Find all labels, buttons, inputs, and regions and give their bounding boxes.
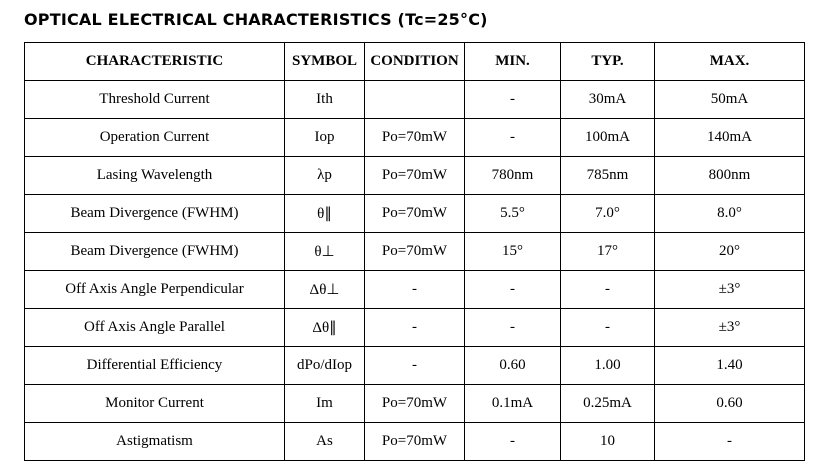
table-row: Beam Divergence (FWHM) θ∥ Po=70mW 5.5° 7… (24, 194, 805, 233)
cell-condition: Po=70mW (364, 384, 465, 423)
cell-characteristic: Beam Divergence (FWHM) (24, 232, 285, 271)
table-row: Astigmatism As Po=70mW - 10 - (24, 422, 805, 461)
cell-min: 15° (464, 232, 561, 271)
cell-max: 0.60 (654, 384, 805, 423)
cell-condition: Po=70mW (364, 422, 465, 461)
cell-symbol: Δθ⊥ (284, 270, 365, 309)
cell-characteristic: Operation Current (24, 118, 285, 157)
cell-typ: 7.0° (560, 194, 655, 233)
cell-symbol: θ⊥ (284, 232, 365, 271)
cell-max: ±3° (654, 270, 805, 309)
cell-characteristic: Off Axis Angle Parallel (24, 308, 285, 347)
cell-min: - (464, 308, 561, 347)
cell-max: - (654, 422, 805, 461)
cell-symbol: λp (284, 156, 365, 195)
cell-condition: - (364, 346, 465, 385)
cell-typ: 1.00 (560, 346, 655, 385)
cell-symbol: Δθ∥ (284, 308, 365, 347)
table-row: Beam Divergence (FWHM) θ⊥ Po=70mW 15° 17… (24, 232, 805, 271)
cell-typ: - (560, 270, 655, 309)
header-max: MAX. (654, 42, 805, 81)
cell-typ: 100mA (560, 118, 655, 157)
cell-characteristic: Threshold Current (24, 80, 285, 119)
cell-max: 140mA (654, 118, 805, 157)
header-symbol: SYMBOL (284, 42, 365, 81)
cell-typ: - (560, 308, 655, 347)
cell-characteristic: Differential Efficiency (24, 346, 285, 385)
section-title: OPTICAL ELECTRICAL CHARACTERISTICS (Tc=2… (24, 10, 488, 29)
cell-min: 0.60 (464, 346, 561, 385)
cell-condition: Po=70mW (364, 232, 465, 271)
cell-characteristic: Beam Divergence (FWHM) (24, 194, 285, 233)
cell-min: 780nm (464, 156, 561, 195)
cell-min: 5.5° (464, 194, 561, 233)
cell-typ: 30mA (560, 80, 655, 119)
table-row: Off Axis Angle Parallel Δθ∥ - - - ±3° (24, 308, 805, 347)
cell-max: 50mA (654, 80, 805, 119)
cell-condition: - (364, 308, 465, 347)
cell-condition: - (364, 270, 465, 309)
cell-max: 800nm (654, 156, 805, 195)
cell-max: 20° (654, 232, 805, 271)
header-min: MIN. (464, 42, 561, 81)
header-characteristic: CHARACTERISTIC (24, 42, 285, 81)
cell-min: - (464, 118, 561, 157)
cell-typ: 17° (560, 232, 655, 271)
cell-characteristic: Monitor Current (24, 384, 285, 423)
cell-min: - (464, 270, 561, 309)
table-row: Operation Current Iop Po=70mW - 100mA 14… (24, 118, 805, 157)
cell-characteristic: Lasing Wavelength (24, 156, 285, 195)
cell-min: - (464, 422, 561, 461)
cell-symbol: Im (284, 384, 365, 423)
cell-min: 0.1mA (464, 384, 561, 423)
table-row: Off Axis Angle Perpendicular Δθ⊥ - - - ±… (24, 270, 805, 309)
cell-max: 8.0° (654, 194, 805, 233)
cell-max: 1.40 (654, 346, 805, 385)
cell-symbol: Ith (284, 80, 365, 119)
cell-symbol: dPo/dIop (284, 346, 365, 385)
header-typ: TYP. (560, 42, 655, 81)
cell-characteristic: Off Axis Angle Perpendicular (24, 270, 285, 309)
table-header-row: CHARACTERISTIC SYMBOL CONDITION MIN. TYP… (24, 42, 805, 81)
header-condition: CONDITION (364, 42, 465, 81)
table-row: Lasing Wavelength λp Po=70mW 780nm 785nm… (24, 156, 805, 195)
cell-symbol: As (284, 422, 365, 461)
table-row: Threshold Current Ith - 30mA 50mA (24, 80, 805, 119)
cell-min: - (464, 80, 561, 119)
cell-typ: 0.25mA (560, 384, 655, 423)
cell-condition: Po=70mW (364, 156, 465, 195)
table-row: Differential Efficiency dPo/dIop - 0.60 … (24, 346, 805, 385)
cell-max: ±3° (654, 308, 805, 347)
cell-symbol: θ∥ (284, 194, 365, 233)
cell-characteristic: Astigmatism (24, 422, 285, 461)
cell-typ: 10 (560, 422, 655, 461)
table-row: Monitor Current Im Po=70mW 0.1mA 0.25mA … (24, 384, 805, 423)
cell-symbol: Iop (284, 118, 365, 157)
characteristics-table: CHARACTERISTIC SYMBOL CONDITION MIN. TYP… (24, 42, 805, 461)
cell-condition (364, 80, 465, 119)
cell-typ: 785nm (560, 156, 655, 195)
cell-condition: Po=70mW (364, 194, 465, 233)
cell-condition: Po=70mW (364, 118, 465, 157)
